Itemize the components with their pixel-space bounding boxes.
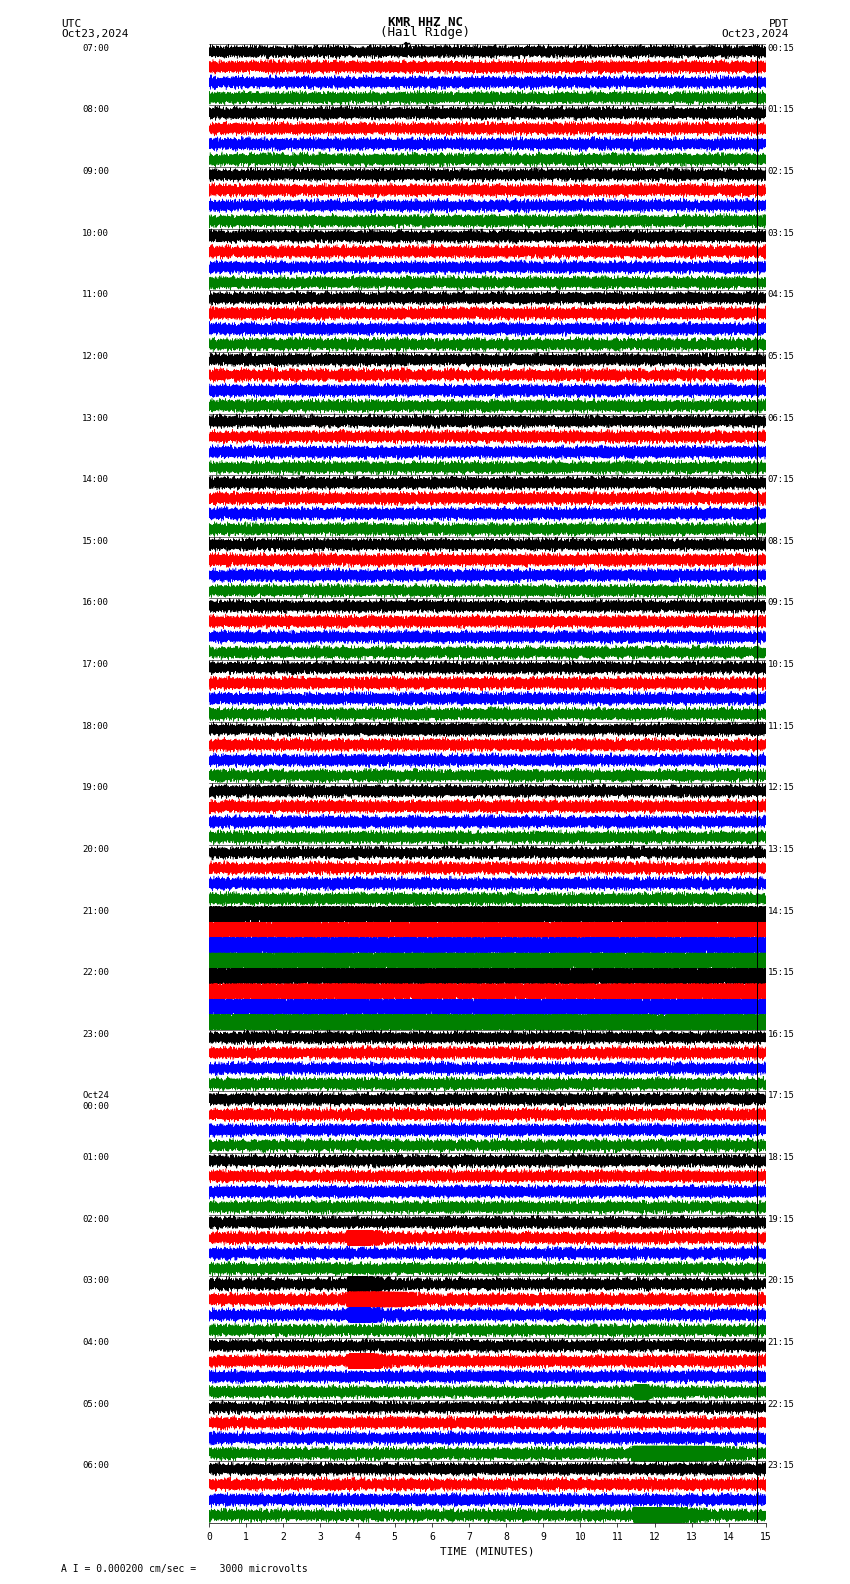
Text: 09:15: 09:15 (768, 599, 795, 607)
Text: 21:15: 21:15 (768, 1338, 795, 1346)
Text: 23:00: 23:00 (82, 1030, 109, 1039)
Text: 18:15: 18:15 (768, 1153, 795, 1163)
Text: 16:00: 16:00 (82, 599, 109, 607)
Text: 22:00: 22:00 (82, 968, 109, 977)
Text: 06:00: 06:00 (82, 1462, 109, 1470)
Text: Oct24
00:00: Oct24 00:00 (82, 1091, 109, 1110)
Text: Oct23,2024: Oct23,2024 (722, 29, 789, 38)
Text: 09:00: 09:00 (82, 166, 109, 176)
Text: Oct23,2024: Oct23,2024 (61, 29, 128, 38)
Text: 13:00: 13:00 (82, 413, 109, 423)
Text: 07:15: 07:15 (768, 475, 795, 485)
Text: 10:15: 10:15 (768, 661, 795, 668)
Text: 00:15: 00:15 (768, 44, 795, 52)
Text: 06:15: 06:15 (768, 413, 795, 423)
Text: 15:00: 15:00 (82, 537, 109, 546)
Text: 04:15: 04:15 (768, 290, 795, 299)
Text: 11:00: 11:00 (82, 290, 109, 299)
Text: 02:00: 02:00 (82, 1215, 109, 1224)
Text: 19:15: 19:15 (768, 1215, 795, 1224)
Text: 19:00: 19:00 (82, 784, 109, 792)
Text: 07:00: 07:00 (82, 44, 109, 52)
Text: 03:00: 03:00 (82, 1277, 109, 1285)
Text: A I = 0.000200 cm/sec =    3000 microvolts: A I = 0.000200 cm/sec = 3000 microvolts (61, 1565, 308, 1574)
Text: 20:15: 20:15 (768, 1277, 795, 1285)
Text: 17:00: 17:00 (82, 661, 109, 668)
Text: 14:00: 14:00 (82, 475, 109, 485)
Text: 14:15: 14:15 (768, 906, 795, 916)
Text: 21:00: 21:00 (82, 906, 109, 916)
Text: (Hail Ridge): (Hail Ridge) (380, 25, 470, 38)
Text: 13:15: 13:15 (768, 844, 795, 854)
Text: 05:00: 05:00 (82, 1400, 109, 1408)
Text: 18:00: 18:00 (82, 722, 109, 730)
Text: 10:00: 10:00 (82, 228, 109, 238)
Text: I = 0.000200 cm/sec: I = 0.000200 cm/sec (366, 46, 484, 55)
Text: 08:00: 08:00 (82, 106, 109, 114)
Text: 11:15: 11:15 (768, 722, 795, 730)
Text: 01:15: 01:15 (768, 106, 795, 114)
Text: 22:15: 22:15 (768, 1400, 795, 1408)
Text: 15:15: 15:15 (768, 968, 795, 977)
Text: 05:15: 05:15 (768, 352, 795, 361)
Text: 17:15: 17:15 (768, 1091, 795, 1101)
Text: PDT: PDT (768, 19, 789, 29)
Text: 16:15: 16:15 (768, 1030, 795, 1039)
Text: 03:15: 03:15 (768, 228, 795, 238)
Text: 01:00: 01:00 (82, 1153, 109, 1163)
Text: 12:00: 12:00 (82, 352, 109, 361)
Text: 23:15: 23:15 (768, 1462, 795, 1470)
Text: 08:15: 08:15 (768, 537, 795, 546)
Text: 02:15: 02:15 (768, 166, 795, 176)
X-axis label: TIME (MINUTES): TIME (MINUTES) (440, 1546, 535, 1555)
Text: 04:00: 04:00 (82, 1338, 109, 1346)
Text: 12:15: 12:15 (768, 784, 795, 792)
Text: 20:00: 20:00 (82, 844, 109, 854)
Text: UTC: UTC (61, 19, 82, 29)
Text: KMR HHZ NC: KMR HHZ NC (388, 16, 462, 29)
